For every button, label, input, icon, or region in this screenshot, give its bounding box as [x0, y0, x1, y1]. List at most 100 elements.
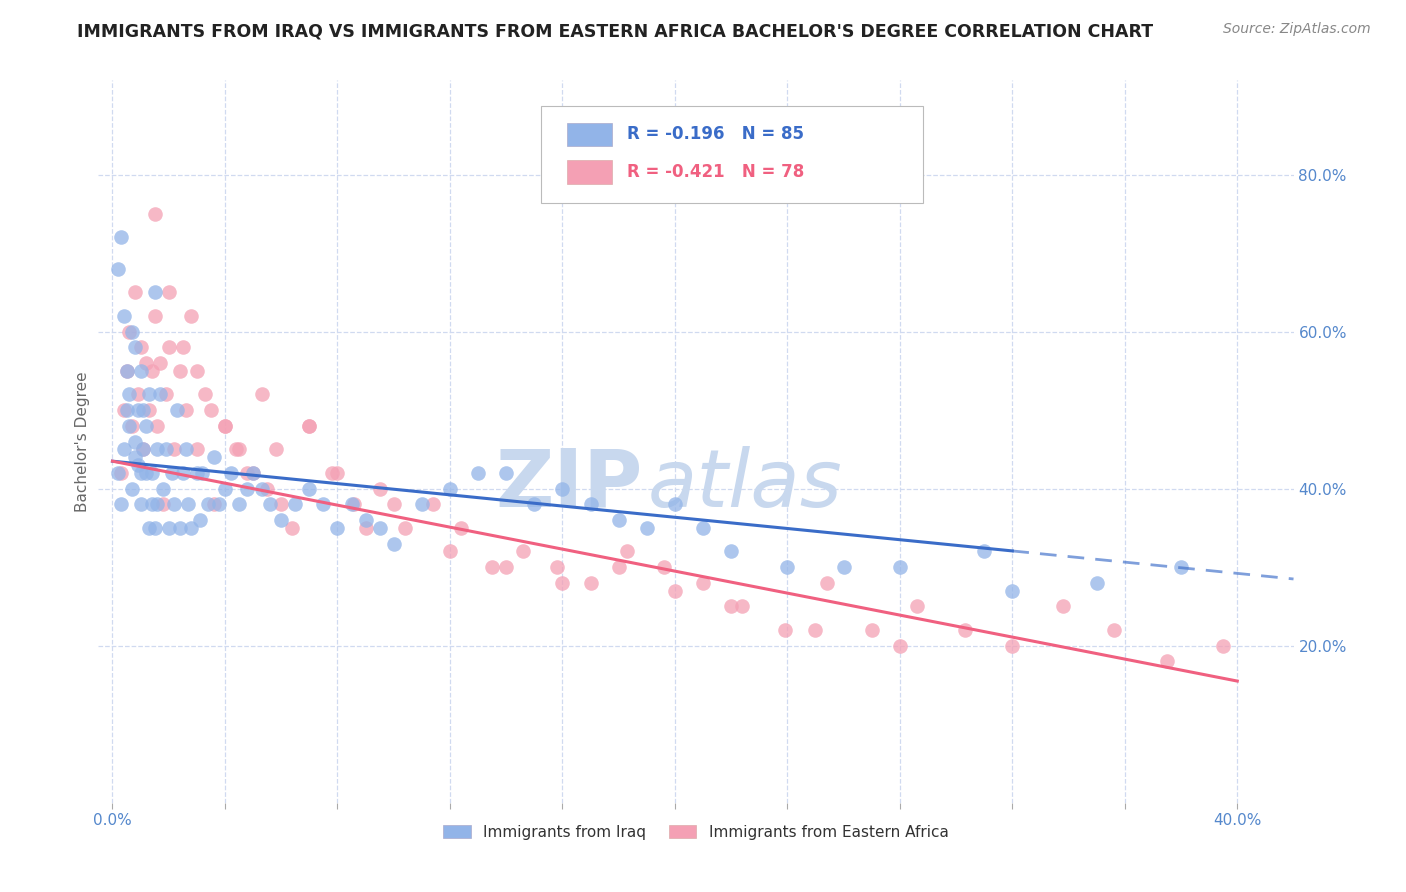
Point: [149, 387, 172, 401]
Point: [860, 623, 883, 637]
Point: [321, 466, 343, 480]
Point: [411, 497, 433, 511]
Point: [129, 497, 152, 511]
Point: [124, 450, 146, 465]
Point: [180, 309, 202, 323]
Text: R = -0.196   N = 85: R = -0.196 N = 85: [627, 126, 804, 144]
Point: [202, 497, 225, 511]
Point: [250, 482, 273, 496]
Point: [115, 403, 138, 417]
Point: [382, 536, 405, 550]
Point: [1170, 560, 1192, 574]
Point: [1085, 575, 1108, 590]
Text: atlas: atlas: [648, 446, 844, 524]
Point: [422, 497, 444, 511]
Point: [298, 418, 321, 433]
Point: [804, 623, 827, 637]
Point: [495, 560, 517, 574]
Point: [200, 403, 222, 417]
FancyBboxPatch shape: [567, 161, 613, 184]
Point: [905, 599, 928, 614]
Point: [172, 466, 194, 480]
Point: [720, 544, 742, 558]
Point: [129, 340, 152, 354]
Point: [152, 482, 174, 496]
Point: [152, 497, 174, 511]
Point: [340, 497, 363, 511]
Point: [284, 497, 307, 511]
Point: [180, 521, 202, 535]
Point: [889, 639, 911, 653]
Point: [523, 497, 546, 511]
Point: [149, 356, 172, 370]
Point: [177, 497, 200, 511]
Point: [115, 364, 138, 378]
Point: [495, 466, 517, 480]
Point: [169, 521, 191, 535]
Point: [889, 560, 911, 574]
Point: [110, 230, 132, 244]
Point: [138, 521, 160, 535]
Point: [141, 466, 163, 480]
Point: [579, 575, 602, 590]
Point: [132, 442, 155, 457]
Point: [236, 482, 259, 496]
Point: [607, 513, 630, 527]
Text: IMMIGRANTS FROM IRAQ VS IMMIGRANTS FROM EASTERN AFRICA BACHELOR'S DEGREE CORRELA: IMMIGRANTS FROM IRAQ VS IMMIGRANTS FROM …: [77, 22, 1153, 40]
Point: [129, 466, 152, 480]
Point: [312, 497, 335, 511]
Point: [546, 560, 568, 574]
Point: [242, 466, 264, 480]
Point: [160, 466, 183, 480]
Text: R = -0.421   N = 78: R = -0.421 N = 78: [627, 163, 804, 181]
Point: [214, 418, 236, 433]
Point: [157, 340, 180, 354]
Point: [607, 560, 630, 574]
Point: [127, 387, 149, 401]
Point: [270, 497, 292, 511]
Point: [731, 599, 754, 614]
Text: ZIP: ZIP: [495, 446, 643, 524]
Point: [250, 387, 273, 401]
Point: [186, 442, 208, 457]
Point: [368, 482, 391, 496]
Point: [439, 482, 461, 496]
Point: [776, 560, 799, 574]
Point: [225, 442, 247, 457]
Text: Source: ZipAtlas.com: Source: ZipAtlas.com: [1223, 22, 1371, 37]
Point: [155, 387, 177, 401]
Point: [132, 403, 155, 417]
FancyBboxPatch shape: [567, 123, 613, 146]
Point: [110, 466, 132, 480]
Point: [343, 497, 366, 511]
Point: [163, 442, 186, 457]
Point: [146, 497, 169, 511]
Point: [166, 403, 188, 417]
Point: [616, 544, 638, 558]
Point: [551, 575, 574, 590]
Point: [236, 466, 259, 480]
Point: [143, 285, 166, 300]
Point: [720, 599, 742, 614]
Point: [1156, 655, 1178, 669]
Point: [112, 442, 135, 457]
Point: [298, 482, 321, 496]
Point: [146, 418, 169, 433]
Point: [174, 442, 197, 457]
Point: [354, 513, 377, 527]
Point: [326, 521, 349, 535]
Point: [143, 309, 166, 323]
FancyBboxPatch shape: [541, 105, 922, 203]
Point: [394, 521, 416, 535]
Point: [281, 521, 304, 535]
Point: [107, 466, 129, 480]
Point: [138, 403, 160, 417]
Point: [636, 521, 658, 535]
Point: [1102, 623, 1125, 637]
Point: [579, 497, 602, 511]
Point: [214, 482, 236, 496]
Point: [107, 261, 129, 276]
Point: [382, 497, 405, 511]
Legend: Immigrants from Iraq, Immigrants from Eastern Africa: Immigrants from Iraq, Immigrants from Ea…: [437, 819, 955, 846]
Point: [208, 497, 231, 511]
